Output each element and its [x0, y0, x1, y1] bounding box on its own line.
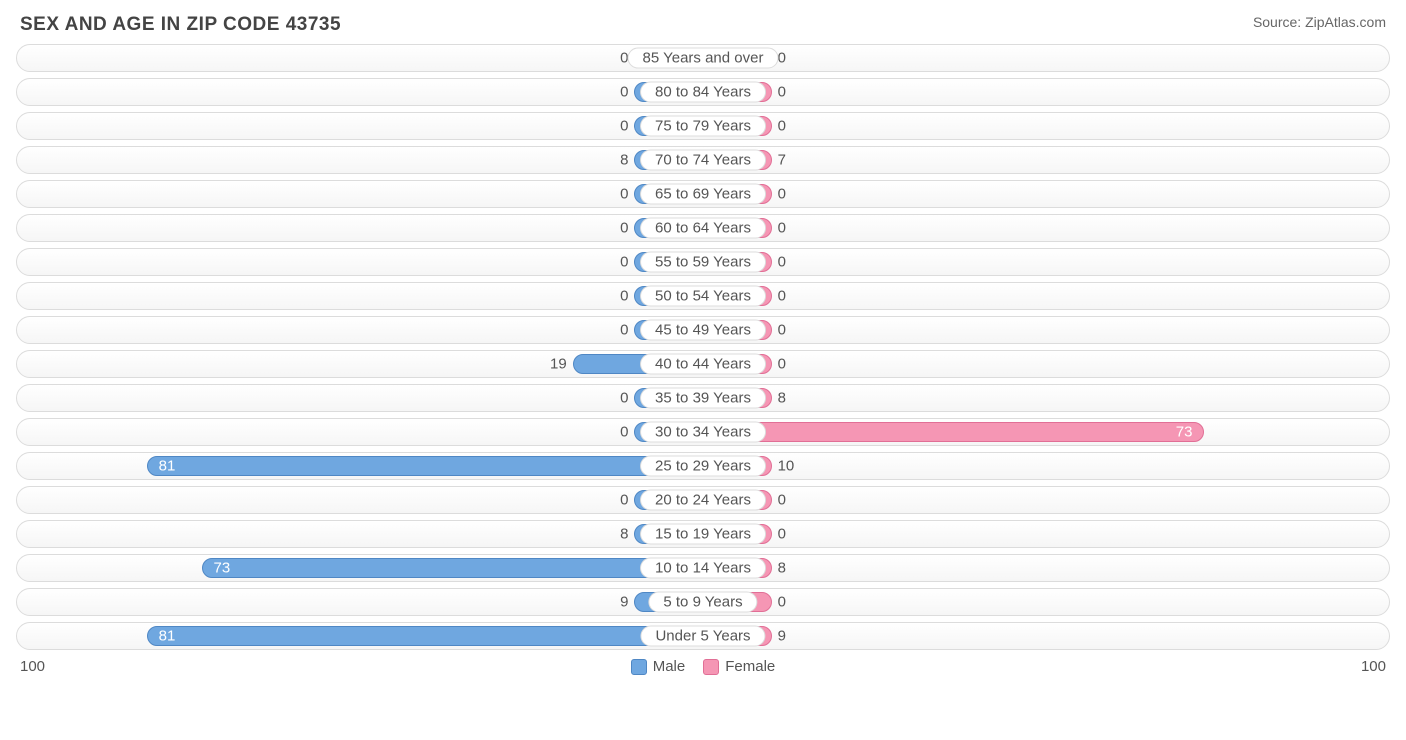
male-value: 81 [159, 628, 176, 645]
female-bar [703, 422, 1204, 442]
category-label: 40 to 44 Years [640, 354, 766, 375]
female-value: 0 [778, 356, 786, 373]
male-value: 0 [620, 424, 628, 441]
legend-item-female: Female [703, 658, 775, 675]
category-label: 55 to 59 Years [640, 252, 766, 273]
female-value: 0 [778, 50, 786, 67]
female-value: 0 [778, 84, 786, 101]
chart-row: 0 0 60 to 64 Years [16, 214, 1390, 242]
chart-row: 0 0 45 to 49 Years [16, 316, 1390, 344]
legend-item-male: Male [631, 658, 686, 675]
chart-title: SEX AND AGE IN ZIP CODE 43735 [20, 14, 341, 36]
male-value: 0 [620, 254, 628, 271]
chart-row: 0 0 55 to 59 Years [16, 248, 1390, 276]
male-value: 8 [620, 152, 628, 169]
male-value: 8 [620, 526, 628, 543]
chart-row: 81 10 25 to 29 Years [16, 452, 1390, 480]
male-value: 73 [214, 560, 231, 577]
male-value: 0 [620, 322, 628, 339]
chart-row: 8 0 15 to 19 Years [16, 520, 1390, 548]
male-value: 81 [159, 458, 176, 475]
category-label: 70 to 74 Years [640, 150, 766, 171]
axis-left-max: 100 [20, 658, 45, 675]
chart-source: Source: ZipAtlas.com [1253, 14, 1386, 30]
category-label: 85 Years and over [628, 48, 779, 69]
chart-row: 0085 Years and over [16, 44, 1390, 72]
legend-label-female: Female [725, 658, 775, 675]
male-value: 0 [620, 492, 628, 509]
male-bar [202, 558, 703, 578]
female-value: 0 [778, 288, 786, 305]
female-value: 8 [778, 390, 786, 407]
male-value: 0 [620, 118, 628, 135]
female-value: 0 [778, 594, 786, 611]
female-value: 0 [778, 254, 786, 271]
male-value: 0 [620, 84, 628, 101]
male-value: 0 [620, 288, 628, 305]
male-value: 0 [620, 220, 628, 237]
category-label: 15 to 19 Years [640, 524, 766, 545]
legend-label-male: Male [653, 658, 686, 675]
legend-swatch-male [631, 659, 647, 675]
axis-right-max: 100 [1361, 658, 1386, 675]
male-value: 0 [620, 186, 628, 203]
category-label: 35 to 39 Years [640, 388, 766, 409]
female-value: 0 [778, 118, 786, 135]
category-label: 20 to 24 Years [640, 490, 766, 511]
male-bar [147, 626, 703, 646]
category-label: Under 5 Years [640, 626, 765, 647]
chart-footer: 100 Male Female 100 [12, 656, 1394, 675]
category-label: 5 to 9 Years [648, 592, 757, 613]
chart-row: 0 0 50 to 54 Years [16, 282, 1390, 310]
male-value: 9 [620, 594, 628, 611]
category-label: 45 to 49 Years [640, 320, 766, 341]
female-value: 0 [778, 322, 786, 339]
category-label: 75 to 79 Years [640, 116, 766, 137]
chart-row: 0 0 65 to 69 Years [16, 180, 1390, 208]
female-value: 7 [778, 152, 786, 169]
category-label: 30 to 34 Years [640, 422, 766, 443]
male-bar [147, 456, 703, 476]
chart-area: 0085 Years and over0080 to 84 Years0075 … [12, 44, 1394, 650]
category-label: 10 to 14 Years [640, 558, 766, 579]
category-label: 80 to 84 Years [640, 82, 766, 103]
female-value: 0 [778, 526, 786, 543]
female-value: 0 [778, 220, 786, 237]
category-label: 60 to 64 Years [640, 218, 766, 239]
chart-row: 8 7 70 to 74 Years [16, 146, 1390, 174]
female-value: 73 [1176, 424, 1193, 441]
category-label: 65 to 69 Years [640, 184, 766, 205]
chart-row: 0 0 75 to 79 Years [16, 112, 1390, 140]
female-value: 8 [778, 560, 786, 577]
chart-row: 0 0 20 to 24 Years [16, 486, 1390, 514]
legend-swatch-female [703, 659, 719, 675]
chart-row: 73 8 10 to 14 Years [16, 554, 1390, 582]
female-value: 0 [778, 492, 786, 509]
chart-row: 0 0 80 to 84 Years [16, 78, 1390, 106]
chart-row: 9 0 5 to 9 Years [16, 588, 1390, 616]
female-value: 9 [778, 628, 786, 645]
legend: Male Female [45, 658, 1361, 675]
chart-row: 19 0 40 to 44 Years [16, 350, 1390, 378]
chart-row: 81 9 Under 5 Years [16, 622, 1390, 650]
male-value: 19 [550, 356, 567, 373]
male-value: 0 [620, 390, 628, 407]
chart-row: 0 8 35 to 39 Years [16, 384, 1390, 412]
category-label: 50 to 54 Years [640, 286, 766, 307]
chart-header: SEX AND AGE IN ZIP CODE 43735 Source: Zi… [12, 10, 1394, 44]
female-value: 10 [778, 458, 795, 475]
category-label: 25 to 29 Years [640, 456, 766, 477]
chart-row: 0 73 30 to 34 Years [16, 418, 1390, 446]
female-value: 0 [778, 186, 786, 203]
